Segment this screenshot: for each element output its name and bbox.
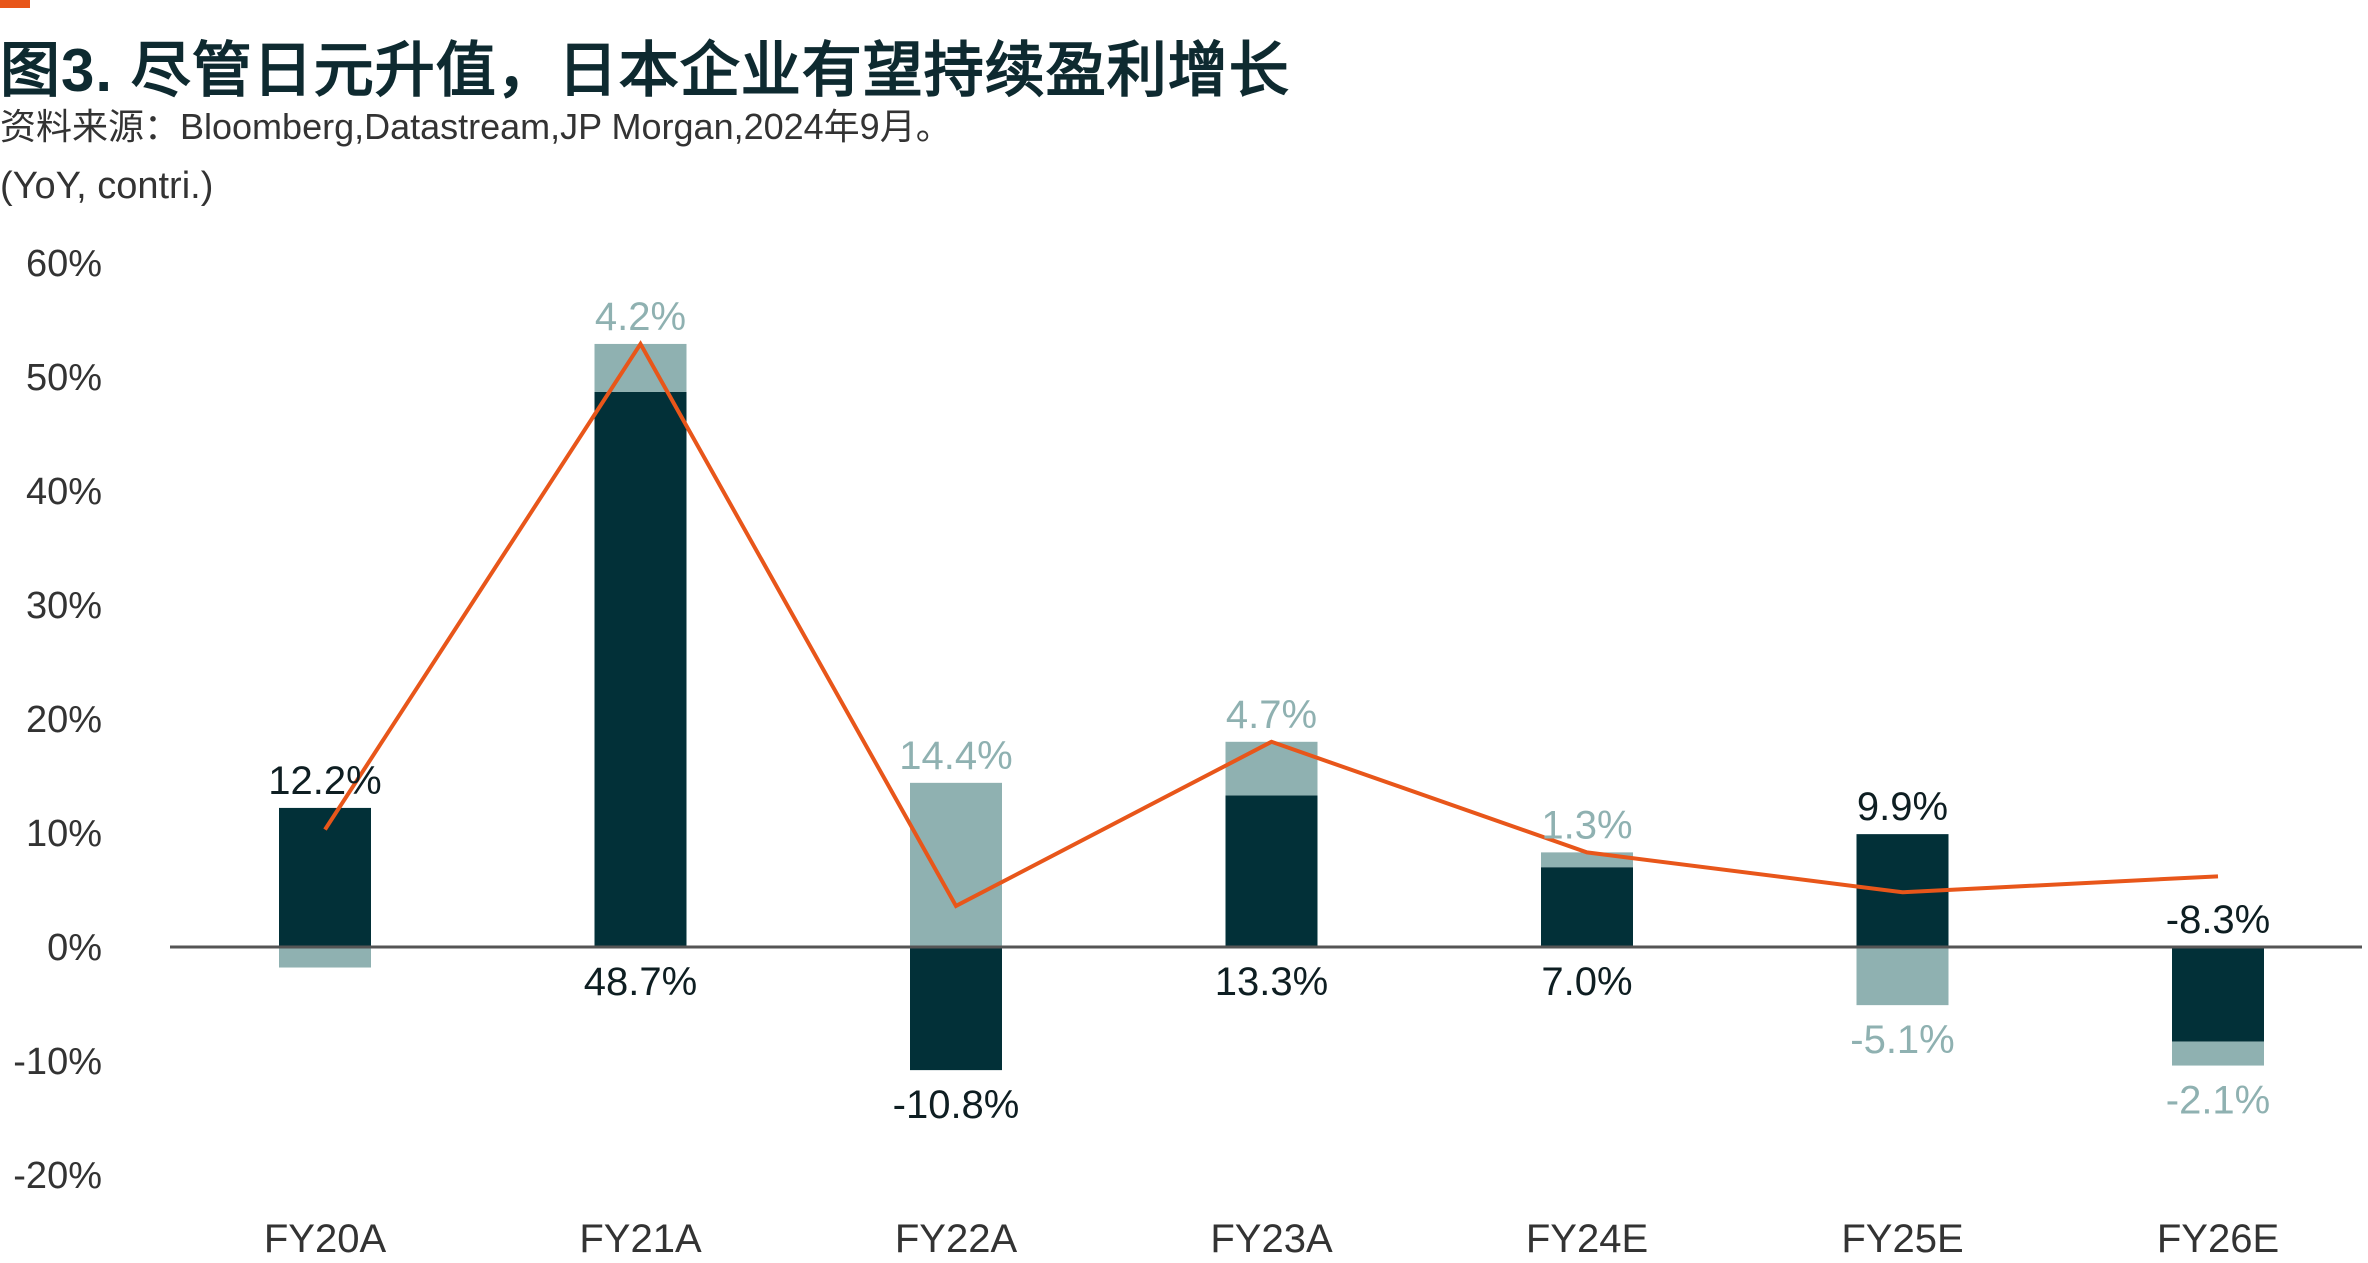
light-bar [2172, 1041, 2264, 1066]
light-value-label: 1.3% [1541, 803, 1632, 847]
dark-value-label: 7.0% [1541, 960, 1632, 1004]
dark-value-label: 13.3% [1215, 960, 1328, 1004]
light-bar [279, 947, 371, 968]
light-value-label: -5.1% [1850, 1018, 1955, 1062]
x-tick-label: FY20A [264, 1217, 387, 1261]
x-tick-label: FY25E [1841, 1217, 1963, 1261]
y-tick-label: 50% [26, 357, 102, 399]
y-tick-label: 0% [47, 927, 102, 969]
x-tick-label: FY24E [1526, 1217, 1648, 1261]
dark-value-label: -10.8% [893, 1083, 1020, 1127]
light-bar [594, 343, 687, 392]
source-note: 资料来源：Bloomberg,Datastream,JP Morgan,2024… [0, 106, 952, 147]
accent-bar [0, 0, 30, 8]
chart-title: 图3. 尽管日元升值，日本企业有望持续盈利增长 [0, 37, 1290, 104]
light-value-label: -2.1% [2166, 1079, 2271, 1123]
dark-value-label: 9.9% [1857, 785, 1948, 829]
dark-bar [279, 807, 371, 947]
x-tick-label: FY22A [895, 1217, 1018, 1261]
dark-value-label: -8.3% [2166, 898, 2271, 942]
light-value-label: 14.4% [899, 734, 1012, 778]
y-tick-label: 40% [26, 471, 102, 513]
x-tick-label: FY23A [1210, 1217, 1333, 1261]
light-bar [1225, 741, 1318, 796]
y-tick-label: 10% [26, 813, 102, 855]
dark-bar [910, 947, 1002, 1071]
y-tick-label: 30% [26, 585, 102, 627]
light-value-label: 4.2% [595, 295, 686, 339]
y-tick-label: -20% [13, 1155, 102, 1197]
light-bar [1856, 947, 1949, 1006]
y-tick-label: -10% [13, 1041, 102, 1083]
light-value-label: 4.7% [1226, 693, 1317, 737]
x-tick-label: FY26E [2157, 1217, 2279, 1261]
dark-bar [1225, 795, 1318, 947]
dark-value-label: 12.2% [268, 759, 381, 803]
dark-bar [594, 391, 687, 947]
dark-value-label: 48.7% [584, 960, 697, 1004]
y-unit-label: (YoY, contri.) [0, 165, 214, 207]
light-bar [910, 782, 1002, 947]
dark-bar [2172, 947, 2264, 1042]
dark-bar [1541, 867, 1633, 947]
y-tick-label: 60% [26, 243, 102, 285]
y-tick-label: 20% [26, 699, 102, 741]
x-tick-label: FY21A [579, 1217, 702, 1261]
